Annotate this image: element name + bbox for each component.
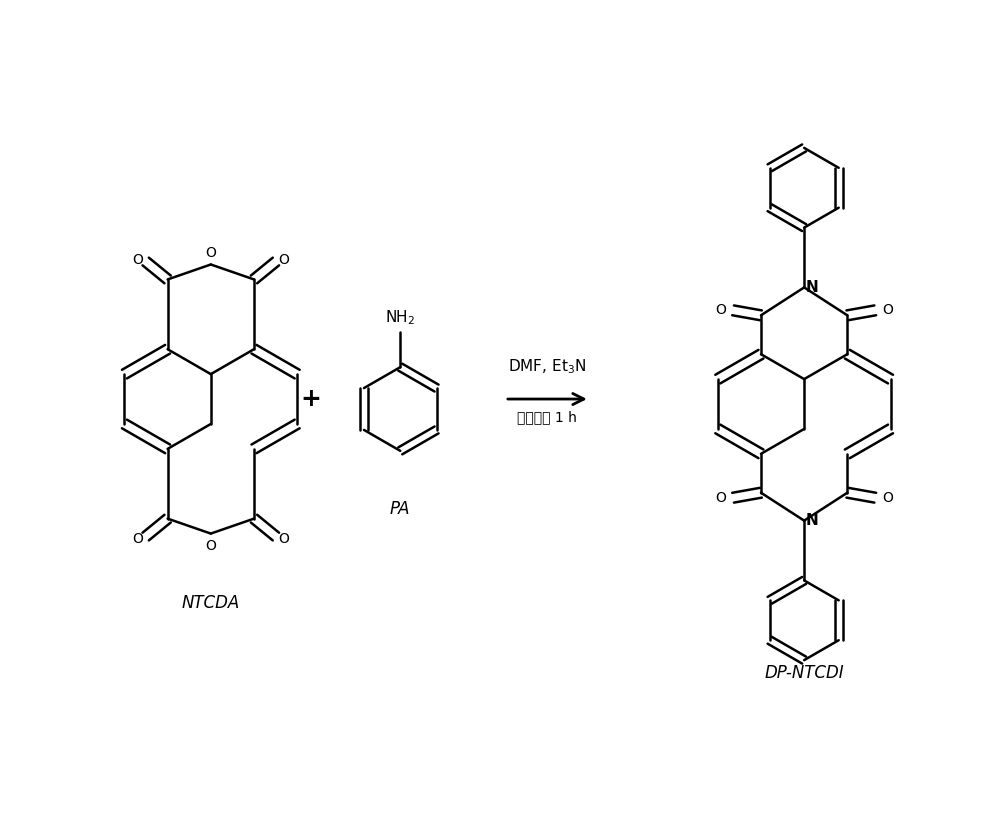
Text: PA: PA bbox=[390, 500, 411, 518]
Text: N: N bbox=[806, 280, 819, 295]
Text: O: O bbox=[716, 303, 727, 317]
Text: +: + bbox=[300, 387, 321, 411]
Text: O: O bbox=[205, 246, 216, 260]
Text: O: O bbox=[132, 532, 143, 545]
Text: O: O bbox=[716, 491, 727, 505]
Text: DMF, Et$_3$N: DMF, Et$_3$N bbox=[508, 358, 586, 377]
Text: DP-NTCDI: DP-NTCDI bbox=[764, 664, 844, 682]
Text: O: O bbox=[278, 532, 289, 545]
Text: O: O bbox=[882, 491, 893, 505]
Text: O: O bbox=[278, 252, 289, 266]
Text: N: N bbox=[806, 514, 819, 528]
Text: NH$_2$: NH$_2$ bbox=[385, 308, 415, 327]
Text: O: O bbox=[882, 303, 893, 317]
Text: 回流反应 1 h: 回流反应 1 h bbox=[517, 410, 577, 424]
Text: O: O bbox=[205, 539, 216, 553]
Text: NTCDA: NTCDA bbox=[182, 595, 240, 613]
Text: O: O bbox=[132, 252, 143, 266]
